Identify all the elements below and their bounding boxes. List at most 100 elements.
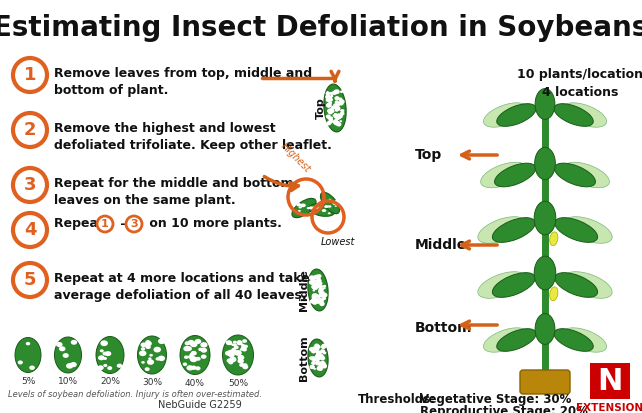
Ellipse shape bbox=[329, 109, 334, 113]
Ellipse shape bbox=[229, 361, 233, 364]
Ellipse shape bbox=[231, 348, 236, 351]
Ellipse shape bbox=[237, 340, 242, 344]
Ellipse shape bbox=[325, 92, 329, 95]
Ellipse shape bbox=[334, 205, 337, 207]
Ellipse shape bbox=[319, 301, 325, 306]
Ellipse shape bbox=[307, 207, 310, 209]
Ellipse shape bbox=[313, 289, 315, 292]
Ellipse shape bbox=[238, 355, 245, 360]
Ellipse shape bbox=[483, 328, 527, 352]
Ellipse shape bbox=[340, 114, 343, 116]
Ellipse shape bbox=[300, 204, 306, 207]
Ellipse shape bbox=[315, 345, 320, 349]
Ellipse shape bbox=[330, 116, 333, 119]
Ellipse shape bbox=[309, 356, 313, 360]
Ellipse shape bbox=[328, 101, 332, 104]
Ellipse shape bbox=[340, 112, 345, 115]
Ellipse shape bbox=[327, 108, 333, 113]
Ellipse shape bbox=[238, 357, 243, 361]
Ellipse shape bbox=[334, 106, 340, 111]
Ellipse shape bbox=[554, 104, 593, 126]
Ellipse shape bbox=[96, 337, 124, 373]
Ellipse shape bbox=[328, 121, 332, 124]
Ellipse shape bbox=[535, 89, 555, 119]
Ellipse shape bbox=[335, 109, 338, 112]
Ellipse shape bbox=[311, 347, 315, 350]
Ellipse shape bbox=[238, 358, 244, 363]
Ellipse shape bbox=[146, 340, 150, 344]
Ellipse shape bbox=[312, 347, 317, 350]
Ellipse shape bbox=[341, 109, 344, 112]
Ellipse shape bbox=[336, 118, 339, 120]
Ellipse shape bbox=[564, 162, 609, 188]
Ellipse shape bbox=[329, 118, 333, 122]
Ellipse shape bbox=[322, 285, 324, 287]
Text: 5: 5 bbox=[24, 271, 36, 289]
Ellipse shape bbox=[312, 294, 317, 298]
Text: 1: 1 bbox=[101, 219, 109, 229]
Text: Reproductive Stage: 20%: Reproductive Stage: 20% bbox=[420, 405, 588, 413]
Ellipse shape bbox=[321, 300, 324, 302]
Ellipse shape bbox=[310, 365, 315, 369]
Text: Levels of soybean defoliation. Injury is often over-estimated.: Levels of soybean defoliation. Injury is… bbox=[8, 390, 262, 399]
Ellipse shape bbox=[320, 192, 340, 214]
Ellipse shape bbox=[312, 285, 317, 289]
Ellipse shape bbox=[322, 297, 326, 300]
Ellipse shape bbox=[331, 91, 336, 95]
Ellipse shape bbox=[331, 95, 333, 97]
Ellipse shape bbox=[315, 350, 318, 352]
Text: Estimating Insect Defoliation in Soybeans: Estimating Insect Defoliation in Soybean… bbox=[0, 14, 642, 42]
Ellipse shape bbox=[184, 356, 189, 359]
Text: EXTENSION: EXTENSION bbox=[577, 403, 642, 413]
Ellipse shape bbox=[234, 350, 242, 356]
Ellipse shape bbox=[564, 272, 612, 298]
Ellipse shape bbox=[318, 284, 322, 288]
Ellipse shape bbox=[103, 364, 107, 367]
Ellipse shape bbox=[191, 351, 197, 356]
Ellipse shape bbox=[334, 100, 339, 104]
Text: -: - bbox=[116, 218, 130, 230]
Ellipse shape bbox=[336, 122, 342, 126]
Ellipse shape bbox=[562, 103, 607, 127]
Ellipse shape bbox=[327, 121, 332, 125]
Ellipse shape bbox=[145, 345, 151, 349]
Text: Lowest: Lowest bbox=[321, 237, 355, 247]
Ellipse shape bbox=[497, 329, 536, 351]
Ellipse shape bbox=[326, 103, 331, 107]
Ellipse shape bbox=[313, 349, 316, 352]
Text: 1: 1 bbox=[24, 66, 36, 84]
Ellipse shape bbox=[322, 344, 326, 348]
Ellipse shape bbox=[191, 366, 196, 370]
Ellipse shape bbox=[322, 293, 327, 297]
Text: Middle: Middle bbox=[415, 238, 467, 252]
Ellipse shape bbox=[185, 341, 190, 345]
Ellipse shape bbox=[70, 362, 77, 367]
Ellipse shape bbox=[227, 350, 235, 355]
Ellipse shape bbox=[299, 206, 302, 209]
Ellipse shape bbox=[319, 355, 325, 360]
Ellipse shape bbox=[326, 103, 332, 108]
Ellipse shape bbox=[311, 279, 317, 283]
Ellipse shape bbox=[195, 366, 200, 370]
Ellipse shape bbox=[117, 363, 122, 368]
Text: 30%: 30% bbox=[142, 378, 162, 387]
Ellipse shape bbox=[333, 103, 338, 107]
Ellipse shape bbox=[103, 351, 108, 356]
Ellipse shape bbox=[497, 104, 536, 126]
Ellipse shape bbox=[333, 90, 338, 94]
Ellipse shape bbox=[242, 365, 248, 369]
Ellipse shape bbox=[534, 201, 556, 235]
Ellipse shape bbox=[183, 363, 187, 366]
Ellipse shape bbox=[478, 217, 526, 243]
Ellipse shape bbox=[534, 256, 556, 290]
Ellipse shape bbox=[317, 361, 319, 363]
Ellipse shape bbox=[310, 276, 313, 279]
Ellipse shape bbox=[327, 96, 332, 100]
Ellipse shape bbox=[226, 340, 232, 345]
FancyBboxPatch shape bbox=[520, 370, 570, 394]
Ellipse shape bbox=[71, 340, 77, 345]
Ellipse shape bbox=[195, 339, 201, 344]
Ellipse shape bbox=[340, 120, 342, 122]
Ellipse shape bbox=[241, 344, 247, 349]
Ellipse shape bbox=[309, 347, 314, 351]
